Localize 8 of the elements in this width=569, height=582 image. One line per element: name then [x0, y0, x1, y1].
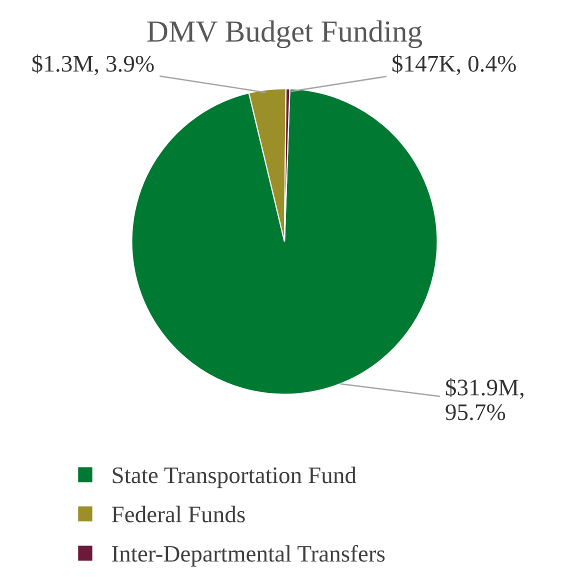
legend-label: Inter-Departmental Transfers: [112, 544, 385, 567]
legend-label: State Transportation Fund: [112, 466, 356, 488]
data-label: $147K, 0.4%: [392, 54, 516, 76]
legend-label: Federal Funds: [112, 506, 245, 522]
data-label: $31.9M, 95.7%: [446, 378, 524, 420]
chart-title: DMV Budget Funding: [147, 20, 422, 48]
pie-slice: [131, 88, 438, 395]
data-label: $1.3M, 3.9%: [32, 54, 154, 76]
